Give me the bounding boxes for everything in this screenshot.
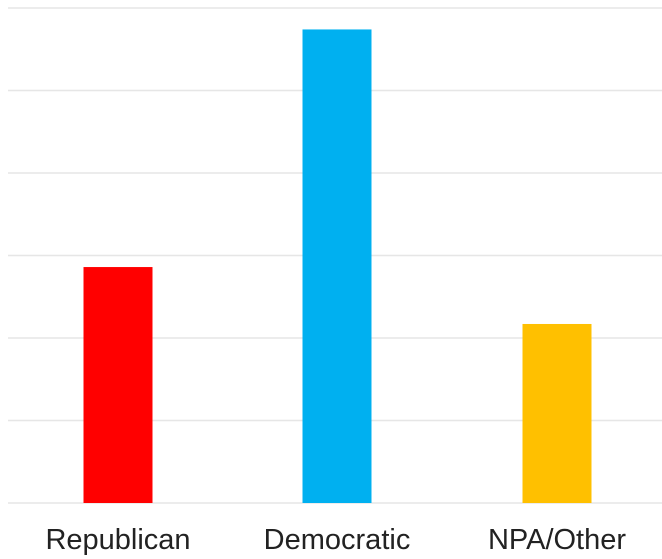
- x-tick-label: Republican: [45, 524, 190, 556]
- x-tick-label: NPA/Other: [488, 524, 626, 556]
- bar-npa-other: [522, 323, 592, 503]
- bars: [83, 29, 592, 503]
- x-tick-label: Democratic: [264, 524, 411, 556]
- bar-republican: [83, 267, 153, 503]
- x-axis-tick-labels: Republican Democratic NPA/Other: [45, 524, 626, 556]
- bar-democratic: [302, 29, 372, 503]
